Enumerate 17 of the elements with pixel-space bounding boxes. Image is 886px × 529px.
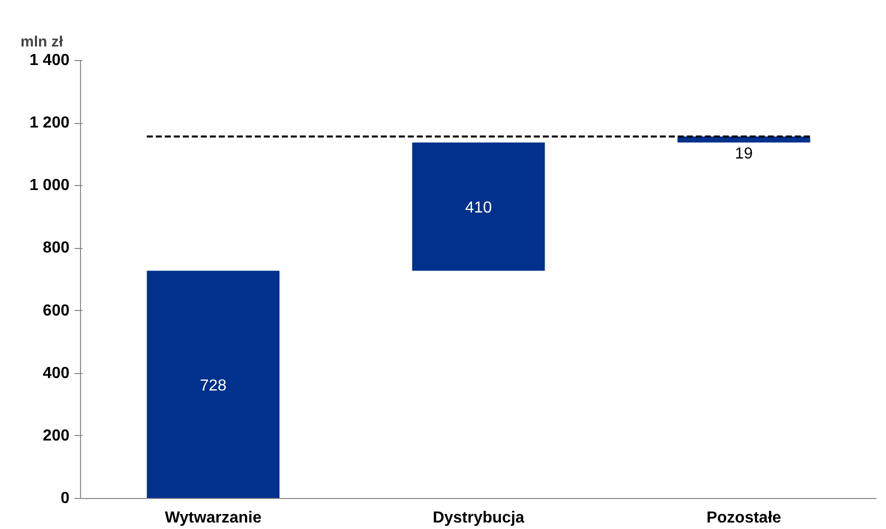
data-label: 728 (200, 378, 227, 395)
y-tick-label: 400 (42, 364, 70, 382)
bar (146, 270, 280, 498)
y-tick-label: 200 (42, 427, 70, 444)
y-axis-title: mln zł (20, 34, 64, 50)
x-tick-label: Dystrybucja (432, 510, 524, 526)
y-tick-label: 1 000 (29, 177, 70, 194)
y-tick-label: 1 200 (29, 114, 70, 132)
y-tick-label: 1 400 (29, 52, 70, 69)
bar (412, 142, 545, 271)
x-tick-label: Wytwarzanie (164, 510, 262, 526)
x-tick-label: Pozostałe (706, 510, 782, 526)
y-tick-label: 600 (42, 302, 70, 320)
data-label: 410 (465, 200, 492, 217)
data-label: 19 (734, 145, 753, 162)
y-tick-label: 0 (60, 490, 70, 507)
y-tick-label: 800 (42, 240, 70, 257)
